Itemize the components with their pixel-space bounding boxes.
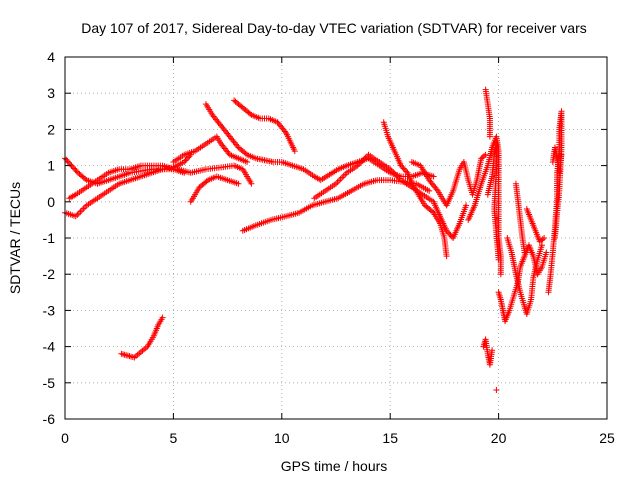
series-track-q (484, 140, 502, 263)
data-point (159, 314, 166, 321)
data-point (482, 151, 489, 158)
y-tick-label: -6 (43, 411, 56, 427)
y-tick-label: -1 (43, 230, 56, 246)
data-point (497, 271, 504, 278)
x-tick-label: 15 (382, 430, 398, 446)
x-axis-label: GPS time / hours (281, 458, 388, 474)
data-point (541, 235, 548, 241)
x-tick-label: 0 (61, 430, 69, 446)
data-point (443, 253, 450, 260)
axis-ticks (64, 56, 608, 420)
data-point (64, 158, 71, 165)
data-point (244, 159, 251, 165)
x-tick-label: 5 (170, 430, 178, 446)
data-point (489, 347, 496, 354)
data-point (182, 157, 189, 164)
data-point (558, 151, 565, 158)
data-point (539, 236, 546, 243)
series-track-m (408, 151, 489, 209)
series-track-e (202, 101, 437, 184)
data-point (539, 242, 545, 249)
data-points (62, 86, 565, 393)
y-tick-label: 3 (47, 85, 55, 101)
data-point (235, 180, 242, 187)
y-axis-label: SDTVAR / TECUs (7, 182, 23, 294)
data-point (67, 161, 74, 168)
series-track-d (118, 314, 166, 361)
y-tick-label: 0 (47, 194, 55, 210)
data-point (430, 173, 437, 180)
y-tick-label: 1 (47, 158, 55, 174)
data-point (543, 249, 550, 256)
data-point (291, 148, 298, 155)
series-track-l (380, 119, 450, 260)
series-track-r (493, 387, 500, 393)
data-point (400, 165, 407, 172)
data-point (552, 235, 558, 241)
series-track-k (311, 151, 470, 241)
data-point (248, 180, 255, 187)
data-point (443, 227, 450, 234)
y-tick-label: -5 (43, 375, 56, 391)
data-point (247, 110, 253, 117)
y-tick-label: -4 (43, 339, 56, 355)
series-track-t (504, 235, 545, 317)
y-tick-label: 2 (47, 121, 55, 137)
y-tick-label: -3 (43, 302, 56, 318)
y-tick-label: -2 (43, 266, 56, 282)
x-tick-label: 10 (274, 430, 290, 446)
series-track-j (239, 177, 433, 234)
data-point (71, 165, 78, 172)
series-track-o (480, 336, 496, 368)
x-tick-label: 25 (599, 430, 615, 446)
data-point (486, 133, 493, 140)
data-point (463, 202, 470, 209)
x-tick-labels: 0 5 10 15 20 25 (61, 430, 615, 446)
data-point (398, 162, 404, 169)
series-track-s (495, 242, 550, 325)
chart-title: Day 107 of 2017, Sidereal Day-to-day VTE… (81, 20, 587, 36)
series-track-f (231, 97, 298, 155)
y-tick-labels: -6 -5 -4 -3 -2 -1 0 1 2 3 4 (43, 49, 56, 427)
data-point (495, 256, 502, 263)
series-track-g (174, 162, 255, 187)
data-point (521, 249, 528, 256)
data-point (403, 168, 410, 175)
y-tick-label: 4 (47, 49, 55, 65)
grid-lines (65, 57, 607, 419)
data-point (426, 187, 433, 194)
series-track-u (512, 180, 528, 256)
series-track-x (549, 144, 565, 176)
data-point (446, 230, 453, 237)
data-point (242, 150, 249, 157)
series-track-i (187, 173, 242, 205)
series-track-v (523, 206, 548, 245)
series-track-c (66, 162, 177, 202)
data-point (342, 171, 349, 178)
data-point (493, 387, 500, 393)
x-tick-label: 20 (491, 430, 507, 446)
series-track-p (482, 86, 493, 140)
series-track-h (170, 133, 251, 165)
data-point (73, 168, 80, 175)
